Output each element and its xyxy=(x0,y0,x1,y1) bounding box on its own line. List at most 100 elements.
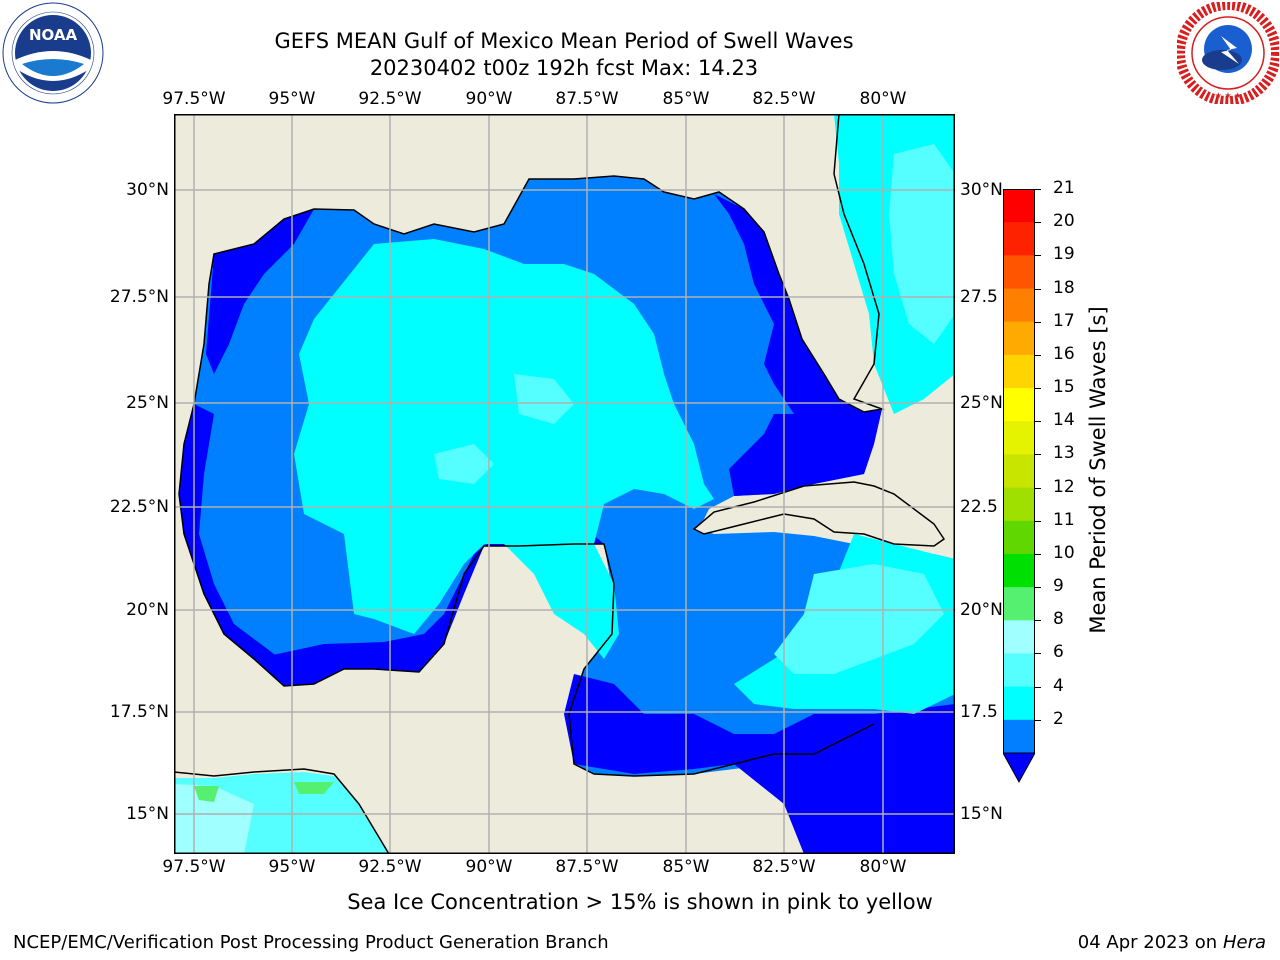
colorbar-tick-mark xyxy=(1035,587,1041,589)
atlantic-patch xyxy=(889,144,955,344)
lon-label-top: 90°W xyxy=(465,89,513,109)
center-patch-1 xyxy=(514,374,574,424)
central-america-coast xyxy=(173,768,390,855)
lon-label-bottom: 95°W xyxy=(268,857,316,877)
map-title: GEFS MEAN Gulf of Mexico Mean Period of … xyxy=(274,29,854,53)
pacific-green-2 xyxy=(294,782,334,794)
colorbar-tick-mark xyxy=(1035,520,1041,522)
footer-date-text: 04 Apr 2023 on xyxy=(1077,932,1218,953)
colorbar-segment xyxy=(1003,321,1035,356)
colorbar-segment xyxy=(1003,454,1035,489)
lat-label-right: 15°N xyxy=(960,804,1003,824)
colorbar-tick-label: 21 xyxy=(1053,178,1075,198)
lon-label-top: 97.5°W xyxy=(162,89,226,109)
colorbar-tick-label: 9 xyxy=(1053,576,1064,597)
lat-label-right: 27.5 xyxy=(960,287,998,307)
lon-label-bottom: 92.5°W xyxy=(358,857,422,877)
sea-ice-note: Sea Ice Concentration > 15% is shown in … xyxy=(347,890,933,914)
lat-label-left: 15°N xyxy=(126,804,169,824)
lat-label-right: 17.5 xyxy=(960,702,998,722)
colorbar-tick-mark xyxy=(1035,620,1041,622)
footer-branch: NCEP/EMC/Verification Post Processing Pr… xyxy=(13,932,609,953)
campeche-rim xyxy=(254,546,484,686)
lat-label-right: 30°N xyxy=(960,180,1003,200)
colorbar-tick-mark xyxy=(1035,189,1041,190)
colorbar-tick-mark xyxy=(1035,255,1041,257)
colorbar-tick-label: 20 xyxy=(1053,211,1075,232)
colorbar-segment xyxy=(1003,388,1035,422)
lat-label-left: 20°N xyxy=(126,600,169,620)
colorbar-segment xyxy=(1003,189,1035,223)
lat-label-left: 22.5°N xyxy=(109,497,169,517)
colorbar-segment xyxy=(1003,620,1035,654)
colorbar-tick-label: 10 xyxy=(1053,542,1075,563)
colorbar-segment xyxy=(1003,288,1035,323)
colorbar-segment xyxy=(1003,487,1035,522)
colorbar-segment xyxy=(1003,686,1035,721)
cayman-deep xyxy=(564,674,955,854)
noaa-logo: NOAA xyxy=(2,2,104,104)
colorbar-tick-mark xyxy=(1035,454,1041,456)
nws-logo-stars: ★ ★ ★ xyxy=(1215,91,1242,100)
colorbar-segment xyxy=(1003,421,1035,455)
colorbar-segment xyxy=(1003,587,1035,621)
gulf-west-rim xyxy=(179,404,314,686)
caribbean-patch xyxy=(774,564,944,674)
colorbar-tick-label: 2 xyxy=(1053,708,1064,729)
colorbar-tick-label: 15 xyxy=(1053,377,1075,398)
lon-label-bottom: 90°W xyxy=(465,857,513,877)
lat-label-right: 22.5 xyxy=(960,497,998,517)
lon-label-top: 87.5°W xyxy=(555,89,619,109)
colorbar-tick-label: 14 xyxy=(1053,410,1075,431)
lon-label-top: 95°W xyxy=(268,89,316,109)
colorbar-tick-label: 18 xyxy=(1053,277,1075,298)
lat-label-left: 17.5°N xyxy=(109,702,169,722)
colorbar-segment xyxy=(1003,354,1035,389)
cuba-land xyxy=(692,481,946,547)
map-panel xyxy=(173,113,955,855)
map-subtitle: 20230402 t00z 192h fcst Max: 14.23 xyxy=(369,56,759,80)
footer-host: Hera xyxy=(1222,932,1266,953)
map-frame xyxy=(174,114,955,854)
colorbar xyxy=(1002,189,1036,784)
colorbar-frame xyxy=(1003,189,1035,753)
lon-label-bottom: 82.5°W xyxy=(752,857,816,877)
colorbar-tick-label: 12 xyxy=(1053,476,1075,497)
map-svg xyxy=(173,113,955,855)
colorbar-tick-label: 6 xyxy=(1053,642,1064,663)
gulf-center-swell xyxy=(294,239,714,659)
colorbar-tick-label: 11 xyxy=(1053,509,1075,530)
colorbar-tick-label: 16 xyxy=(1053,343,1075,364)
lon-label-top: 85°W xyxy=(662,89,710,109)
colorbar-tick-mark xyxy=(1035,354,1041,356)
colorbar-tick-mark xyxy=(1035,321,1041,323)
colorbar-tick-mark xyxy=(1035,288,1041,290)
lon-label-top: 80°W xyxy=(859,89,907,109)
colorbar-tick-label: 13 xyxy=(1053,443,1075,464)
colorbar-segment xyxy=(1003,222,1035,256)
lat-label-right: 25°N xyxy=(960,393,1003,413)
lon-label-bottom: 97.5°W xyxy=(162,857,226,877)
lat-label-left: 25°N xyxy=(126,393,169,413)
colorbar-tick-mark xyxy=(1035,719,1041,721)
pacific-green xyxy=(194,786,219,802)
lat-label-left: 30°N xyxy=(126,180,169,200)
colorbar-tick-label: 19 xyxy=(1053,244,1075,265)
florida-rim xyxy=(714,194,882,496)
gulf-coastline xyxy=(193,113,885,413)
colorbar-tick-mark xyxy=(1035,653,1041,655)
center-patch-2 xyxy=(434,444,494,484)
colorbar-tick-label: 17 xyxy=(1053,310,1075,331)
colorbar-segment xyxy=(1003,553,1035,588)
colorbar-label: Mean Period of Swell Waves [s] xyxy=(1086,306,1110,634)
nws-logo: ★ ★ ★ xyxy=(1175,0,1280,106)
noaa-logo-text: NOAA xyxy=(29,26,78,44)
colorbar-tick-mark xyxy=(1035,421,1041,423)
colorbar-svg xyxy=(1002,189,1036,784)
colorbar-tick-mark xyxy=(1035,487,1041,489)
lon-label-top: 92.5°W xyxy=(358,89,422,109)
lat-label-right: 20°N xyxy=(960,600,1003,620)
lon-label-top: 82.5°W xyxy=(752,89,816,109)
mexico-coastline xyxy=(178,403,875,777)
colorbar-tick-label: 8 xyxy=(1053,609,1064,630)
